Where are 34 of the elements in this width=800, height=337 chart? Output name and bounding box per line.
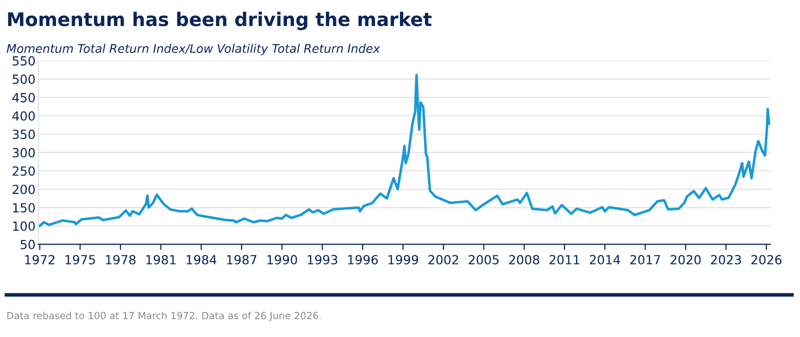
x-tick-label: 1984 bbox=[186, 254, 216, 264]
x-tick-label: 2011 bbox=[550, 254, 580, 264]
x-tick-label: 2008 bbox=[509, 254, 540, 264]
x-tick-label: 1996 bbox=[348, 254, 378, 264]
x-tick-label: 1999 bbox=[388, 254, 418, 264]
y-tick-label: 450 bbox=[12, 92, 35, 102]
line-series bbox=[38, 74, 770, 228]
y-tick-label: 500 bbox=[12, 74, 35, 84]
y-tick-label: 350 bbox=[12, 130, 35, 140]
chart-subtitle: Momentum Total Return Index/Low Volatility Total Return Index bbox=[6, 44, 380, 56]
x-tick-label: 1981 bbox=[146, 254, 176, 264]
x-tick-label: 1978 bbox=[106, 254, 136, 264]
y-tick-label: 300 bbox=[12, 148, 35, 158]
x-tick-label: 2020 bbox=[670, 254, 701, 264]
x-tick-label: 2017 bbox=[630, 254, 660, 264]
y-tick-label: 200 bbox=[12, 184, 35, 194]
x-tick-label: 1972 bbox=[25, 254, 54, 264]
x-tick-label: 1987 bbox=[227, 254, 256, 264]
x-tick-label: 2014 bbox=[590, 254, 620, 264]
x-tick-label: 2002 bbox=[428, 254, 458, 264]
y-tick-label: 400 bbox=[12, 111, 35, 121]
x-tick-label: 1975 bbox=[66, 254, 95, 264]
y-tick-label: 50 bbox=[20, 240, 35, 250]
x-tick-label: 2023 bbox=[711, 254, 741, 264]
x-tick-label: 1990 bbox=[267, 254, 298, 264]
text: Data rebased to 100 at 17 March 1972. Data as of 26 June 2026. bbox=[7, 312, 321, 322]
y-tick-label: 150 bbox=[13, 203, 35, 213]
chart-title: Momentum has been driving the market bbox=[8, 12, 432, 30]
x-tick-label: 2005 bbox=[468, 254, 499, 264]
y-tick-label: 550 bbox=[12, 56, 35, 66]
y-tick-label: 250 bbox=[12, 166, 35, 176]
x-tick-label: 2026 bbox=[751, 254, 782, 264]
y-tick-label: 100 bbox=[13, 221, 35, 231]
x-tick-label: 1993 bbox=[308, 254, 338, 264]
